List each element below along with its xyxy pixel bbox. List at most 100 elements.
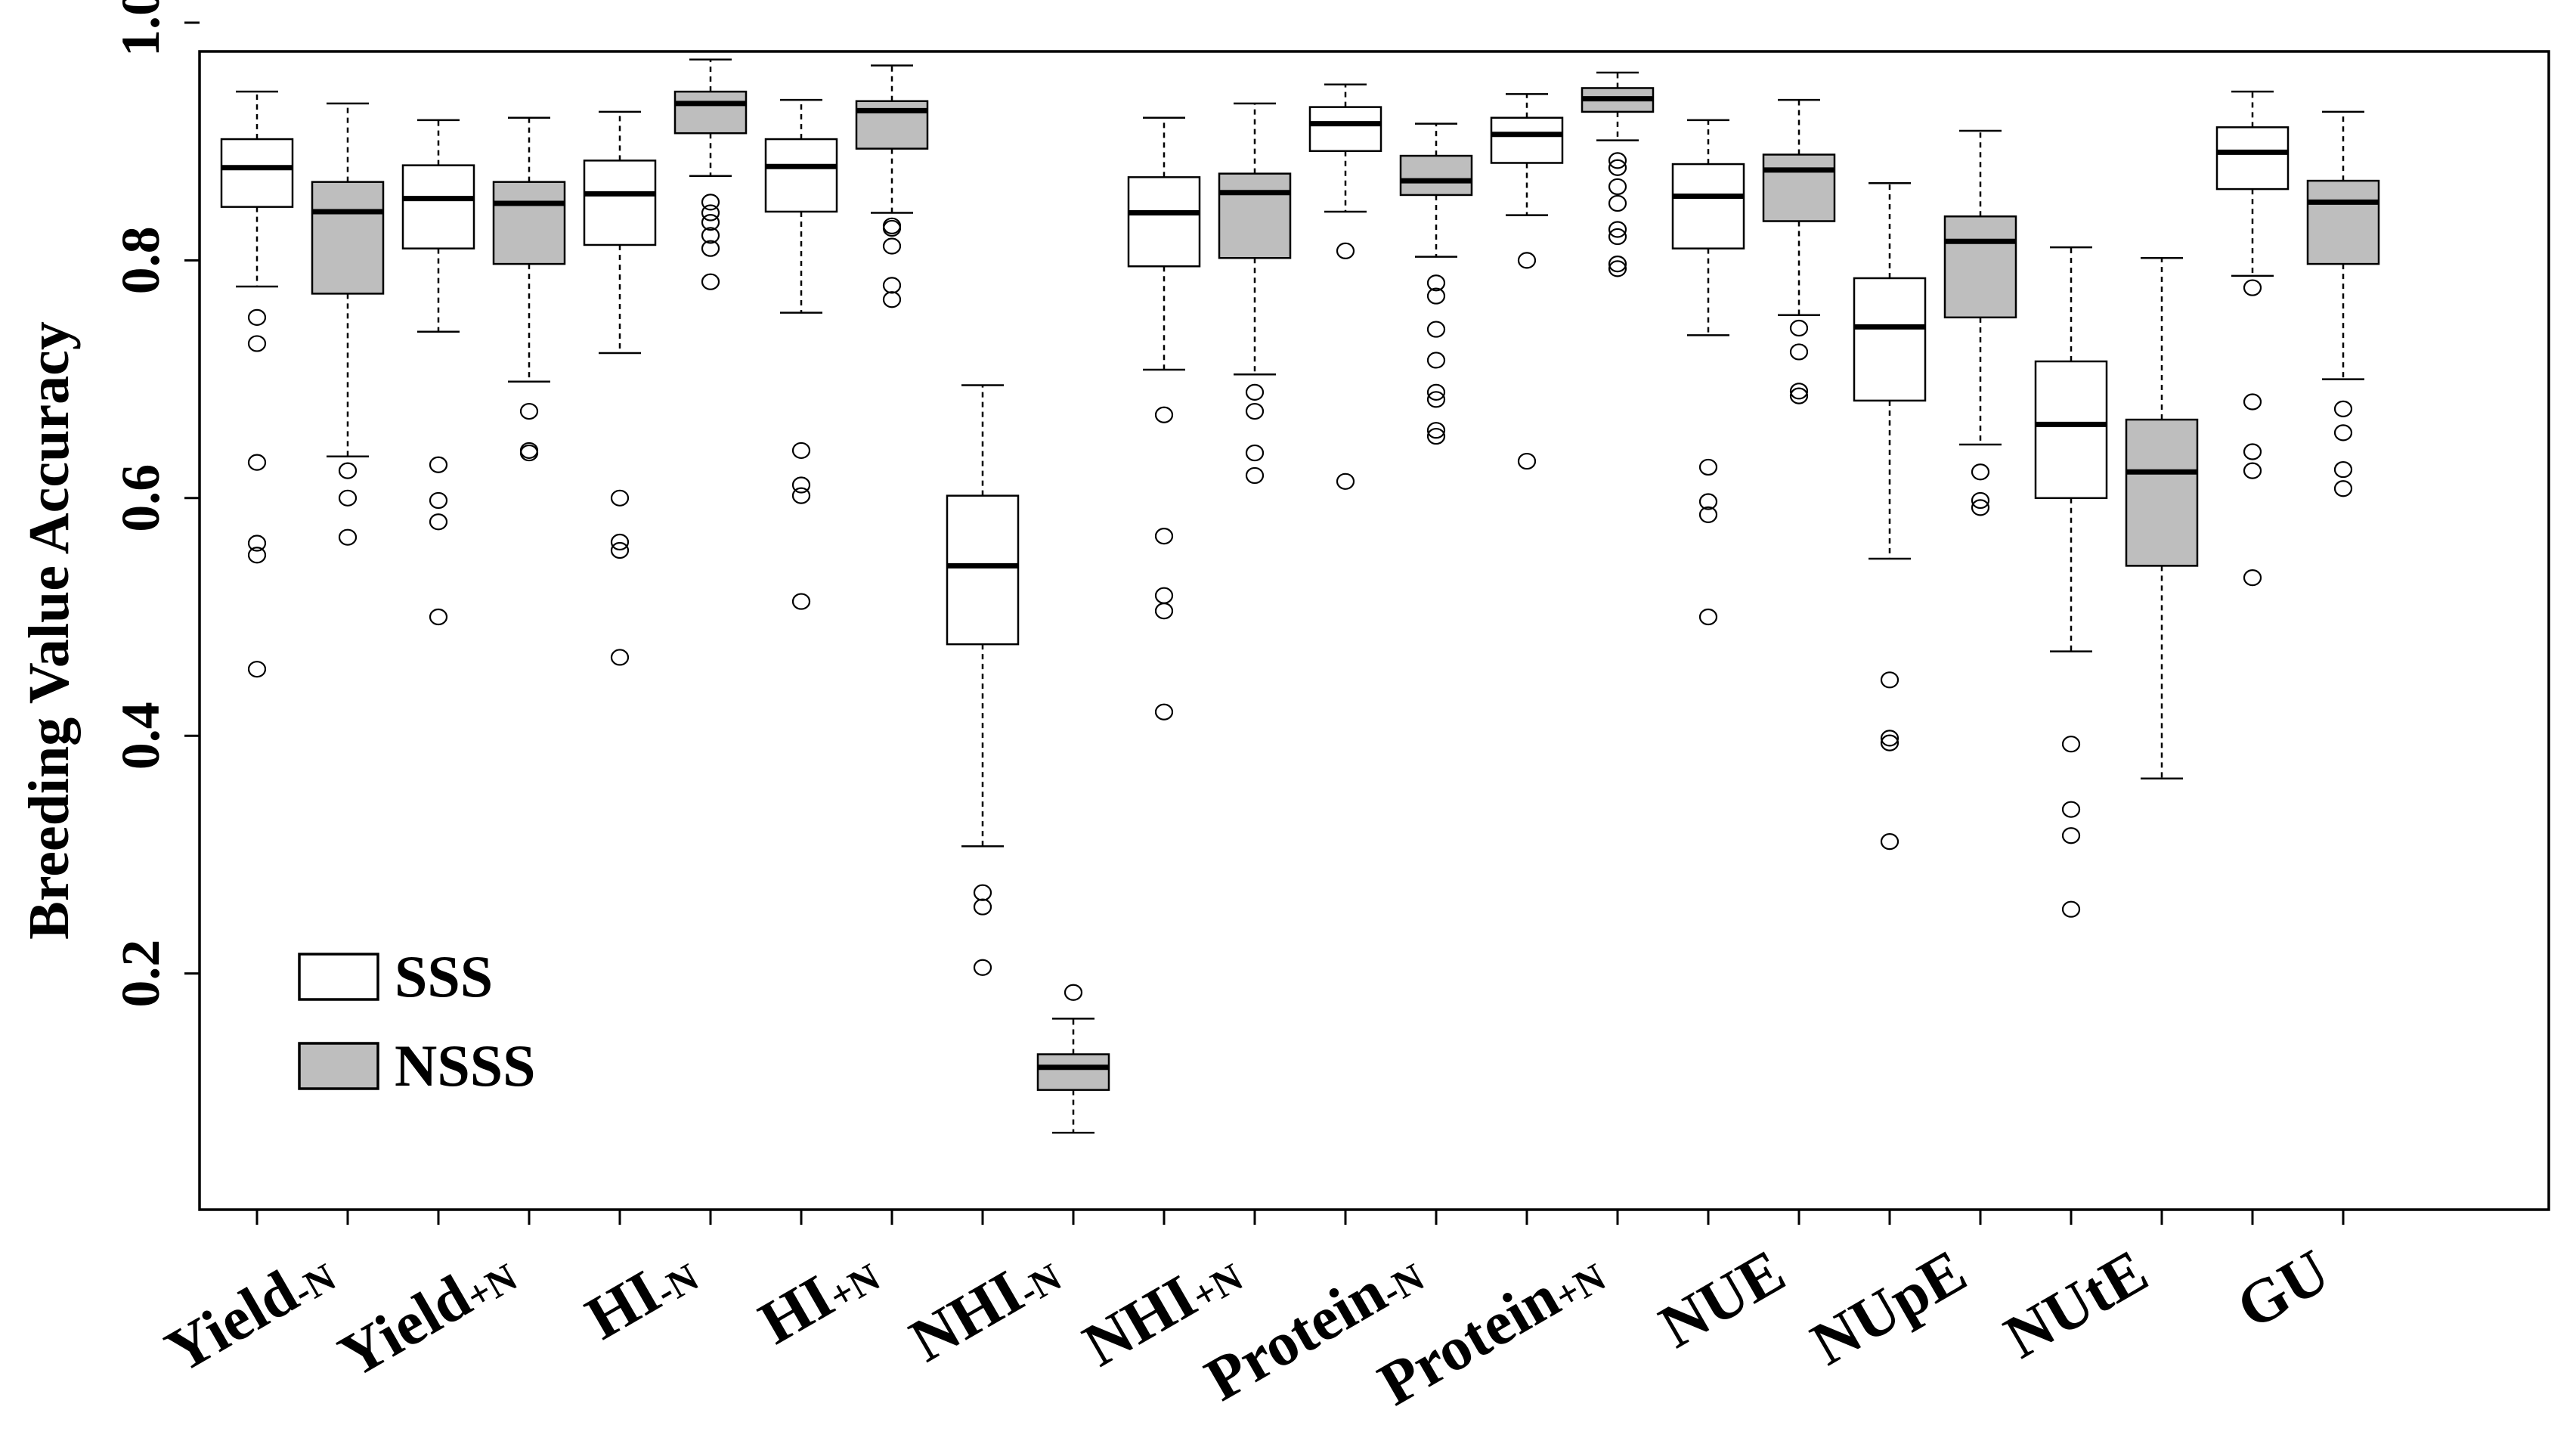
iqr-box [2215, 126, 2290, 191]
box-hi-n-sss [583, 110, 657, 666]
iqr-box [1036, 1053, 1110, 1091]
outlier-point [429, 608, 448, 626]
box-yield-n-nsss [492, 116, 566, 462]
box-nue-sss [1671, 119, 1745, 626]
outlier-point [1426, 274, 1446, 292]
y-tick-label: 0.4 [110, 702, 171, 770]
outlier-point [2243, 462, 2262, 479]
outlier-point [1880, 833, 1899, 851]
outlier-point [247, 335, 267, 352]
box-protein-n-sss [1308, 83, 1382, 490]
outlier-point [1608, 178, 1627, 196]
outlier-point [882, 277, 902, 294]
iqr-box [673, 90, 748, 135]
outlier-point [973, 898, 992, 916]
iqr-box [1671, 163, 1745, 249]
box-layer [220, 58, 2380, 1134]
outlier-point [610, 541, 630, 559]
outlier-point [2061, 736, 2081, 753]
outlier-point [610, 649, 630, 666]
outlier-point [973, 884, 992, 901]
y-tick-label: 0.6 [110, 464, 171, 532]
outlier-point [2333, 480, 2353, 497]
outlier-point [2061, 900, 2081, 918]
outlier-point [1064, 984, 1083, 1001]
iqr-box [1853, 277, 1927, 402]
outlier-point [701, 227, 720, 244]
box-nue-nsss [1762, 98, 1836, 404]
outlier-point [338, 489, 358, 507]
iqr-box [1127, 176, 1201, 268]
outlier-point [1608, 159, 1627, 176]
outlier-point [1698, 608, 1718, 626]
outlier-point [429, 456, 448, 473]
outlier-point [1517, 252, 1537, 269]
box-nhi-n-sss [1127, 116, 1201, 720]
box-hi-n-sss [764, 98, 838, 610]
box-hi-n-nsss [673, 58, 748, 290]
outlier-point [1426, 422, 1446, 439]
outlier-point [247, 661, 267, 678]
outlier-point [1608, 256, 1627, 273]
outlier-point [1426, 352, 1446, 369]
outlier-point [701, 273, 720, 290]
iqr-box [946, 494, 1020, 646]
box-gu-sss [2215, 90, 2290, 587]
y-axis: 0.2 0.4 0.6 0.8 1.0 [110, 0, 200, 1008]
outlier-point [247, 547, 267, 564]
outlier-point [1880, 671, 1899, 689]
box-gu-nsss [2306, 110, 2380, 497]
outlier-point [610, 533, 630, 551]
outlier-point [1789, 387, 1809, 404]
y-tick-label: 0.2 [110, 940, 171, 1008]
iqr-box [1943, 215, 2017, 319]
outlier-point [338, 462, 358, 479]
legend: SSS NSSS [298, 944, 535, 1098]
iqr-box [764, 138, 838, 213]
outlier-point [791, 593, 811, 610]
outlier-point [1245, 383, 1265, 401]
box-yield-n-nsss [311, 102, 385, 546]
iqr-box [401, 164, 475, 249]
y-tick-label: 1.0 [110, 0, 171, 57]
outlier-point [2243, 443, 2262, 460]
outlier-point [1608, 152, 1627, 169]
plot-frame [198, 50, 2550, 1211]
outlier-point [2243, 279, 2262, 296]
outlier-point [882, 291, 902, 308]
outlier-point [2061, 801, 2081, 818]
outlier-point [247, 535, 267, 552]
outlier-point [1698, 506, 1718, 523]
box-hi-n-nsss [855, 64, 929, 308]
outlier-point [2333, 424, 2353, 442]
outlier-point [1336, 473, 1355, 490]
iqr-box [583, 160, 657, 246]
outlier-point [247, 308, 267, 326]
outlier-point [1608, 228, 1627, 246]
outlier-point [2243, 569, 2262, 587]
iqr-box [2125, 418, 2199, 567]
iqr-box [1308, 106, 1382, 153]
box-nupe-nsss [1943, 129, 2017, 516]
outlier-point [2243, 393, 2262, 411]
outlier-point [1608, 260, 1627, 277]
outlier-point [1517, 452, 1537, 470]
outlier-point [882, 219, 902, 237]
outlier-point [610, 489, 630, 507]
iqr-box [1218, 172, 1292, 259]
outlier-point [1426, 321, 1446, 338]
outlier-point [701, 194, 720, 211]
box-protein-n-sss [1490, 93, 1564, 470]
box-nute-nsss [2125, 257, 2199, 780]
box-yield-n-sss [401, 119, 475, 626]
iqr-box [1490, 116, 1564, 164]
outlier-point [701, 204, 720, 222]
outlier-point [1245, 466, 1265, 485]
outlier-point [1336, 242, 1355, 259]
box-nhi-n-nsss [1218, 102, 1292, 485]
outlier-point [519, 444, 539, 462]
outlier-point [973, 959, 992, 976]
outlier-point [1880, 730, 1899, 747]
legend-label-nsss: NSSS [395, 1033, 535, 1098]
